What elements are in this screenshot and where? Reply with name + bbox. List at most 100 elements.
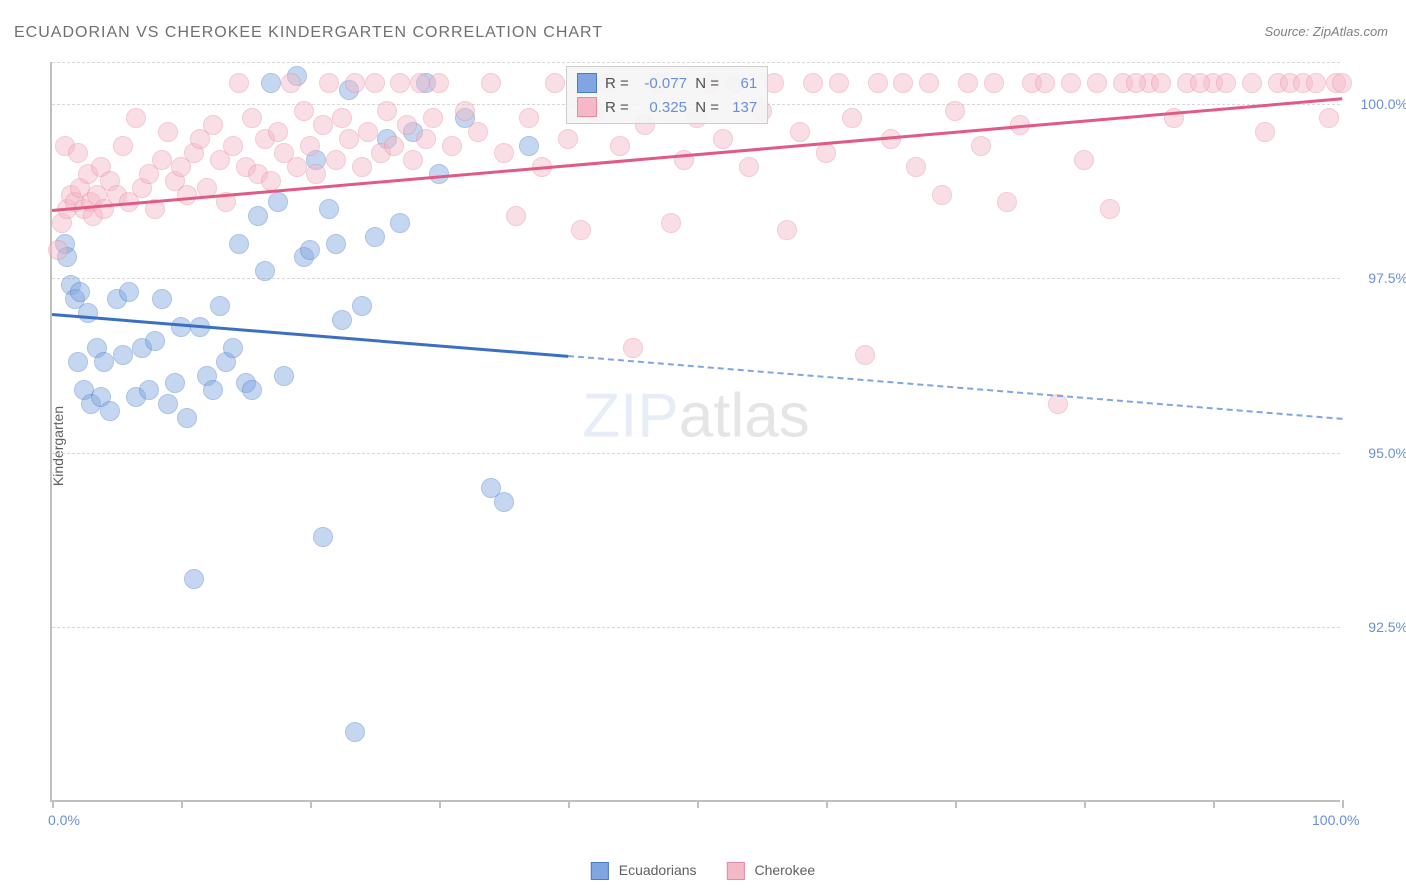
bottom-legend: Ecuadorians Cherokee [591,862,815,880]
data-point [803,73,823,93]
data-point [1255,122,1275,142]
data-point [790,122,810,142]
data-point [429,73,449,93]
data-point [1319,108,1339,128]
data-point [294,101,314,121]
data-point [68,143,88,163]
data-point [94,352,114,372]
data-point [203,115,223,135]
data-point [816,143,836,163]
data-point [739,157,759,177]
chart-container: ECUADORIAN VS CHEROKEE KINDERGARTEN CORR… [0,0,1406,892]
watermark: ZIPatlas [582,381,809,452]
data-point [113,345,133,365]
data-point [119,282,139,302]
data-point [481,73,501,93]
data-point [919,73,939,93]
data-point [506,206,526,226]
y-gridline [52,62,1340,63]
data-point [281,73,301,93]
data-point [165,373,185,393]
data-point [365,227,385,247]
data-point [1216,73,1236,93]
data-point [1242,73,1262,93]
data-point [519,136,539,156]
x-tick [568,800,570,808]
data-point [242,108,262,128]
data-point [184,569,204,589]
data-point [416,129,436,149]
stats-text: R = 0.325 N = 137 [605,99,757,116]
y-gridline [52,453,1340,454]
data-point [777,220,797,240]
y-gridline [52,627,1340,628]
x-tick [439,800,441,808]
data-point [945,101,965,121]
x-tick [1342,800,1344,808]
data-point [1126,73,1146,93]
data-point [171,317,191,337]
stats-legend-row: R = 0.325 N = 137 [577,95,757,119]
y-gridline [52,278,1340,279]
data-point [70,282,90,302]
data-point [410,73,430,93]
data-point [313,115,333,135]
data-point [842,108,862,128]
data-point [332,310,352,330]
x-tick [1084,800,1086,808]
data-point [1087,73,1107,93]
data-point [48,240,68,260]
legend-label-cherokee: Cherokee [754,862,815,878]
x-tick [181,800,183,808]
data-point [1100,199,1120,219]
trend-line-dashed [568,355,1342,420]
watermark-atlas: atlas [679,382,810,451]
data-point [893,73,913,93]
data-point [268,192,288,212]
data-point [829,73,849,93]
data-point [177,185,197,205]
y-tick-label: 100.0% [1348,96,1406,112]
data-point [623,338,643,358]
y-tick-label: 95.0% [1348,445,1406,461]
data-point [906,157,926,177]
data-point [345,73,365,93]
data-point [152,150,172,170]
data-point [326,234,346,254]
data-point [300,136,320,156]
data-point [455,101,475,121]
data-point [377,101,397,121]
stats-text: R = -0.077 N = 61 [605,75,757,92]
data-point [145,331,165,351]
data-point [352,296,372,316]
data-point [429,164,449,184]
plot-area: ZIPatlas 92.5%95.0%97.5%100.0%0.0%100.0% [50,62,1340,802]
data-point [268,122,288,142]
chart-title: ECUADORIAN VS CHEROKEE KINDERGARTEN CORR… [14,24,603,42]
swatch-cherokee [727,862,745,880]
data-point [319,73,339,93]
stats-swatch [577,97,597,117]
x-tick [310,800,312,808]
data-point [100,401,120,421]
data-point [255,261,275,281]
data-point [1332,73,1352,93]
data-point [352,157,372,177]
data-point [313,527,333,547]
swatch-ecuadorians [591,862,609,880]
data-point [423,108,443,128]
data-point [332,108,352,128]
x-tick-label: 100.0% [1312,812,1359,828]
y-tick-label: 92.5% [1348,619,1406,635]
data-point [384,136,404,156]
stats-legend: R = -0.077 N = 61 R = 0.325 N = 137 [566,66,768,124]
legend-item-ecuadorians: Ecuadorians [591,862,697,880]
data-point [203,380,223,400]
data-point [300,240,320,260]
data-point [78,303,98,323]
data-point [1306,73,1326,93]
x-tick [52,800,54,808]
data-point [139,380,159,400]
data-point [571,220,591,240]
data-point [358,122,378,142]
